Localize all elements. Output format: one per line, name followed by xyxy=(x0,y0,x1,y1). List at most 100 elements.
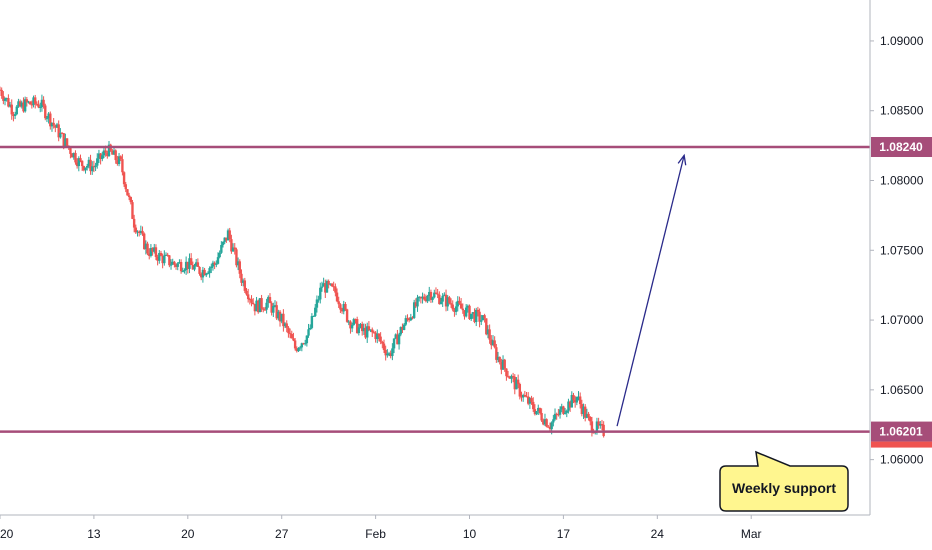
candle-body xyxy=(355,319,359,334)
candle-body xyxy=(258,298,262,313)
y-tick-label: 1.06000 xyxy=(880,453,924,467)
candle-body xyxy=(572,394,575,400)
candle-body xyxy=(246,294,250,300)
candle-body xyxy=(324,283,327,293)
x-tick-label: 24 xyxy=(651,527,665,541)
candle-body xyxy=(121,159,124,173)
candle-body xyxy=(220,244,223,253)
candle-body xyxy=(114,150,117,161)
candle-body xyxy=(102,150,106,156)
candle-body xyxy=(35,103,39,105)
candle-body xyxy=(44,105,47,119)
candle-body xyxy=(475,309,478,323)
y-tick-label: 1.06500 xyxy=(880,383,924,397)
candle-body xyxy=(275,305,278,319)
candle-body xyxy=(322,283,325,287)
candle-body xyxy=(104,150,107,153)
candle-body xyxy=(198,266,201,274)
candle-body xyxy=(213,262,216,265)
candle-body xyxy=(75,162,79,167)
candle-body xyxy=(69,148,72,154)
candle-body xyxy=(50,122,54,127)
candle-body xyxy=(530,398,533,402)
candle-body xyxy=(290,334,293,339)
level-price-label: 1.06201 xyxy=(879,425,923,439)
candle-body xyxy=(443,294,446,296)
candle-body xyxy=(268,297,272,304)
candle-body xyxy=(163,255,166,264)
candle-body xyxy=(77,158,81,167)
callout-bubble xyxy=(719,450,849,512)
candle-body xyxy=(540,413,543,421)
candle-body xyxy=(580,404,584,415)
candle-body xyxy=(265,302,268,310)
candle-body xyxy=(330,283,334,287)
candle-body xyxy=(72,152,75,158)
y-tick-label: 1.09000 xyxy=(880,34,924,48)
candle-body xyxy=(178,261,181,264)
candle-body xyxy=(28,101,32,105)
candle-body xyxy=(364,327,367,338)
candle-body xyxy=(225,237,228,241)
candle-body xyxy=(97,153,101,159)
candle-body xyxy=(552,419,555,423)
candle-body xyxy=(319,287,322,300)
candle-body xyxy=(538,407,542,414)
candle-body xyxy=(406,318,409,320)
candle-body xyxy=(448,297,451,304)
candle-body xyxy=(409,317,413,321)
candle-body xyxy=(542,420,545,425)
candle-body xyxy=(478,311,481,322)
candle-body xyxy=(419,296,423,299)
projection-arrow-line xyxy=(616,155,685,427)
candle-body xyxy=(139,230,143,233)
candle-body xyxy=(404,318,407,325)
candle-body xyxy=(231,247,235,252)
candle-body xyxy=(188,258,191,269)
candle-body xyxy=(96,158,99,166)
candle-body xyxy=(148,253,151,256)
candle-body xyxy=(94,165,97,168)
candle-body xyxy=(136,231,139,233)
candle-body xyxy=(339,304,342,310)
candle-body xyxy=(557,414,560,416)
candle-body xyxy=(567,401,570,411)
candle-body xyxy=(282,313,285,327)
candle-body xyxy=(387,353,391,355)
candle-body xyxy=(64,138,67,147)
candle-body xyxy=(7,98,10,107)
candle-body xyxy=(173,261,176,265)
candle-body xyxy=(87,159,91,166)
candle-body xyxy=(5,98,8,100)
candle-body xyxy=(314,307,317,316)
candle-body xyxy=(483,315,486,319)
candle-body xyxy=(277,311,280,319)
candle-body xyxy=(70,153,74,158)
candle-body xyxy=(101,155,104,160)
candle-body xyxy=(511,376,515,378)
candle-body xyxy=(252,302,255,305)
candle-body xyxy=(337,301,340,305)
candle-body xyxy=(418,296,421,298)
candle-body xyxy=(260,298,263,309)
candle-body xyxy=(91,166,94,172)
candle-body xyxy=(525,396,528,398)
candle-body xyxy=(221,241,225,245)
candle-body xyxy=(520,396,523,398)
candle-body xyxy=(309,327,312,330)
candle-body xyxy=(389,353,392,357)
candle-body xyxy=(223,237,226,242)
candle-body xyxy=(441,295,444,302)
candle-body xyxy=(184,261,188,270)
candle-body xyxy=(238,261,241,274)
candle-body xyxy=(533,409,537,415)
candle-body xyxy=(293,340,297,349)
candle-body xyxy=(575,397,579,403)
candle-body xyxy=(129,197,132,203)
candle-body xyxy=(503,359,506,369)
candle-body xyxy=(183,269,186,272)
candle-body xyxy=(297,348,300,352)
candle-body xyxy=(179,261,183,272)
candle-body xyxy=(255,300,258,312)
